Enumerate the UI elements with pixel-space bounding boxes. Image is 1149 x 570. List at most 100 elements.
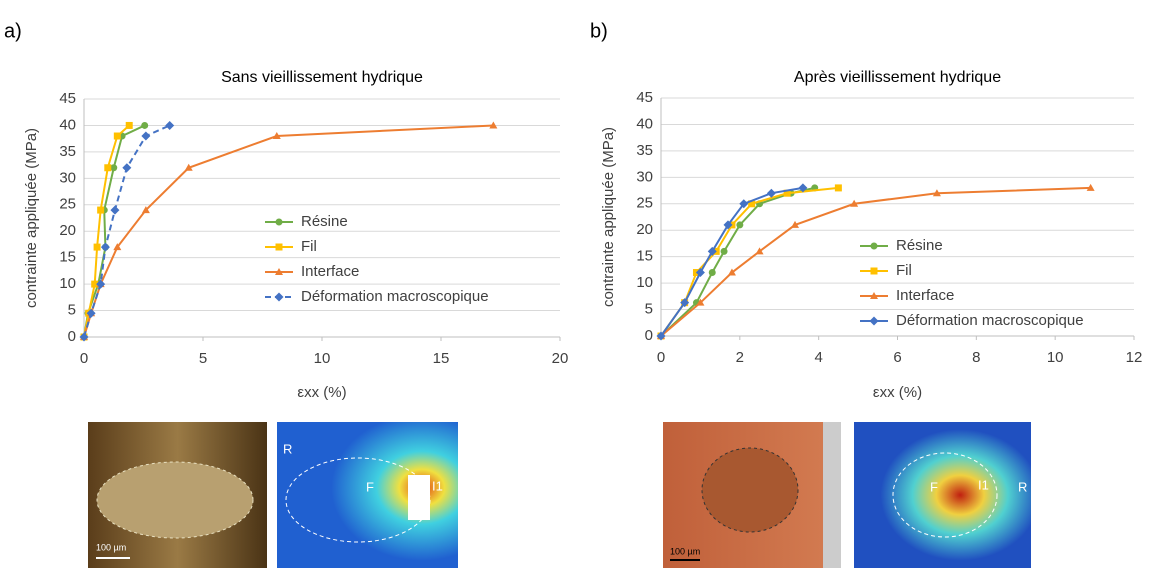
legend-label: Interface <box>301 263 359 280</box>
marker <box>695 268 705 278</box>
legend-marker <box>870 292 878 299</box>
legend-marker <box>870 267 878 275</box>
x-axis-label: εxx (%) <box>873 384 922 401</box>
marker <box>727 268 736 276</box>
marker <box>783 189 791 197</box>
legend-marker <box>870 242 878 250</box>
y-tick-label: 10 <box>636 274 653 291</box>
scale-label: 100 µm <box>96 542 126 552</box>
x-tick-label: 5 <box>199 350 207 367</box>
marker <box>739 199 749 209</box>
y-tick-label: 0 <box>68 328 76 345</box>
scale-label: 100 µm <box>670 546 700 556</box>
marker <box>766 188 776 198</box>
marker <box>850 199 859 207</box>
y-tick-label: 15 <box>59 249 76 266</box>
y-tick-label: 40 <box>636 115 653 132</box>
y-tick-label: 15 <box>636 248 653 265</box>
series-line <box>83 124 171 338</box>
marker <box>110 205 120 215</box>
x-tick-label: 12 <box>1126 349 1143 366</box>
legend-label: Résine <box>896 237 943 254</box>
marker <box>104 164 112 172</box>
marker <box>680 298 690 308</box>
y-axis-label: contrainte appliquée (MPa) <box>600 127 617 307</box>
x-tick-label: 0 <box>657 349 665 366</box>
chart-title: Après vieillissement hydrique <box>794 69 1001 86</box>
legend-label: Résine <box>301 213 348 230</box>
marker <box>113 132 121 140</box>
y-tick-label: 45 <box>59 90 76 107</box>
y-tick-label: 10 <box>59 275 76 292</box>
y-tick-label: 20 <box>59 222 76 239</box>
series-line <box>660 186 1091 337</box>
series-line <box>660 186 804 337</box>
image-label: I1 <box>978 477 989 492</box>
marker <box>720 247 728 255</box>
x-tick-label: 10 <box>314 350 331 367</box>
y-tick-label: 30 <box>59 169 76 186</box>
marker <box>1086 183 1095 191</box>
y-tick-label: 30 <box>636 168 653 185</box>
y-tick-label: 25 <box>636 195 653 212</box>
legend-marker <box>275 268 283 275</box>
marker <box>141 131 151 141</box>
marker <box>834 184 842 192</box>
marker <box>707 246 717 256</box>
legend-label: Fil <box>301 238 317 255</box>
y-tick-label: 5 <box>68 302 76 319</box>
x-tick-label: 20 <box>552 350 569 367</box>
x-tick-label: 6 <box>893 349 901 366</box>
marker <box>91 280 99 288</box>
legend-marker <box>275 243 283 251</box>
legend-marker <box>275 218 283 226</box>
marker <box>755 247 764 255</box>
micrograph: 100 µm <box>663 422 841 568</box>
legend-label: Déformation macroscopique <box>301 288 489 305</box>
marker <box>932 189 941 197</box>
marker <box>122 163 132 173</box>
marker <box>798 183 808 193</box>
marker <box>97 206 105 214</box>
marker <box>79 332 89 342</box>
x-tick-label: 15 <box>433 350 450 367</box>
strain-map: R F I1 <box>277 422 458 568</box>
panel-label: a) <box>4 20 22 42</box>
x-tick-label: 10 <box>1047 349 1064 366</box>
series-line <box>83 124 130 338</box>
legend-label: Déformation macroscopique <box>896 312 1084 329</box>
panel-label: b) <box>590 20 608 42</box>
marker <box>736 221 744 229</box>
legend-marker <box>869 316 879 326</box>
marker <box>113 243 122 251</box>
marker <box>125 121 133 129</box>
marker <box>96 279 106 289</box>
marker <box>791 220 800 228</box>
legend-label: Interface <box>896 287 954 304</box>
chart-title: Sans vieillissement hydrique <box>221 69 423 86</box>
y-tick-label: 5 <box>645 301 653 318</box>
x-tick-label: 8 <box>972 349 980 366</box>
marker <box>708 269 716 277</box>
image-label: R <box>1018 479 1027 494</box>
y-tick-label: 25 <box>59 196 76 213</box>
marker <box>748 200 756 208</box>
marker <box>141 121 149 129</box>
x-tick-label: 0 <box>80 350 88 367</box>
micrograph: 100 µm <box>88 422 267 568</box>
y-tick-label: 20 <box>636 221 653 238</box>
series-line <box>83 124 494 338</box>
y-axis-label: contrainte appliquée (MPa) <box>23 128 40 308</box>
marker <box>86 308 96 318</box>
image-label: F <box>930 479 938 494</box>
image-label: F <box>366 479 374 494</box>
marker <box>110 164 118 172</box>
marker <box>696 298 705 306</box>
y-tick-label: 40 <box>59 116 76 133</box>
marker <box>723 220 733 230</box>
x-tick-label: 2 <box>736 349 744 366</box>
image-label: I1 <box>432 478 443 493</box>
marker <box>141 206 150 214</box>
x-tick-label: 4 <box>814 349 822 366</box>
